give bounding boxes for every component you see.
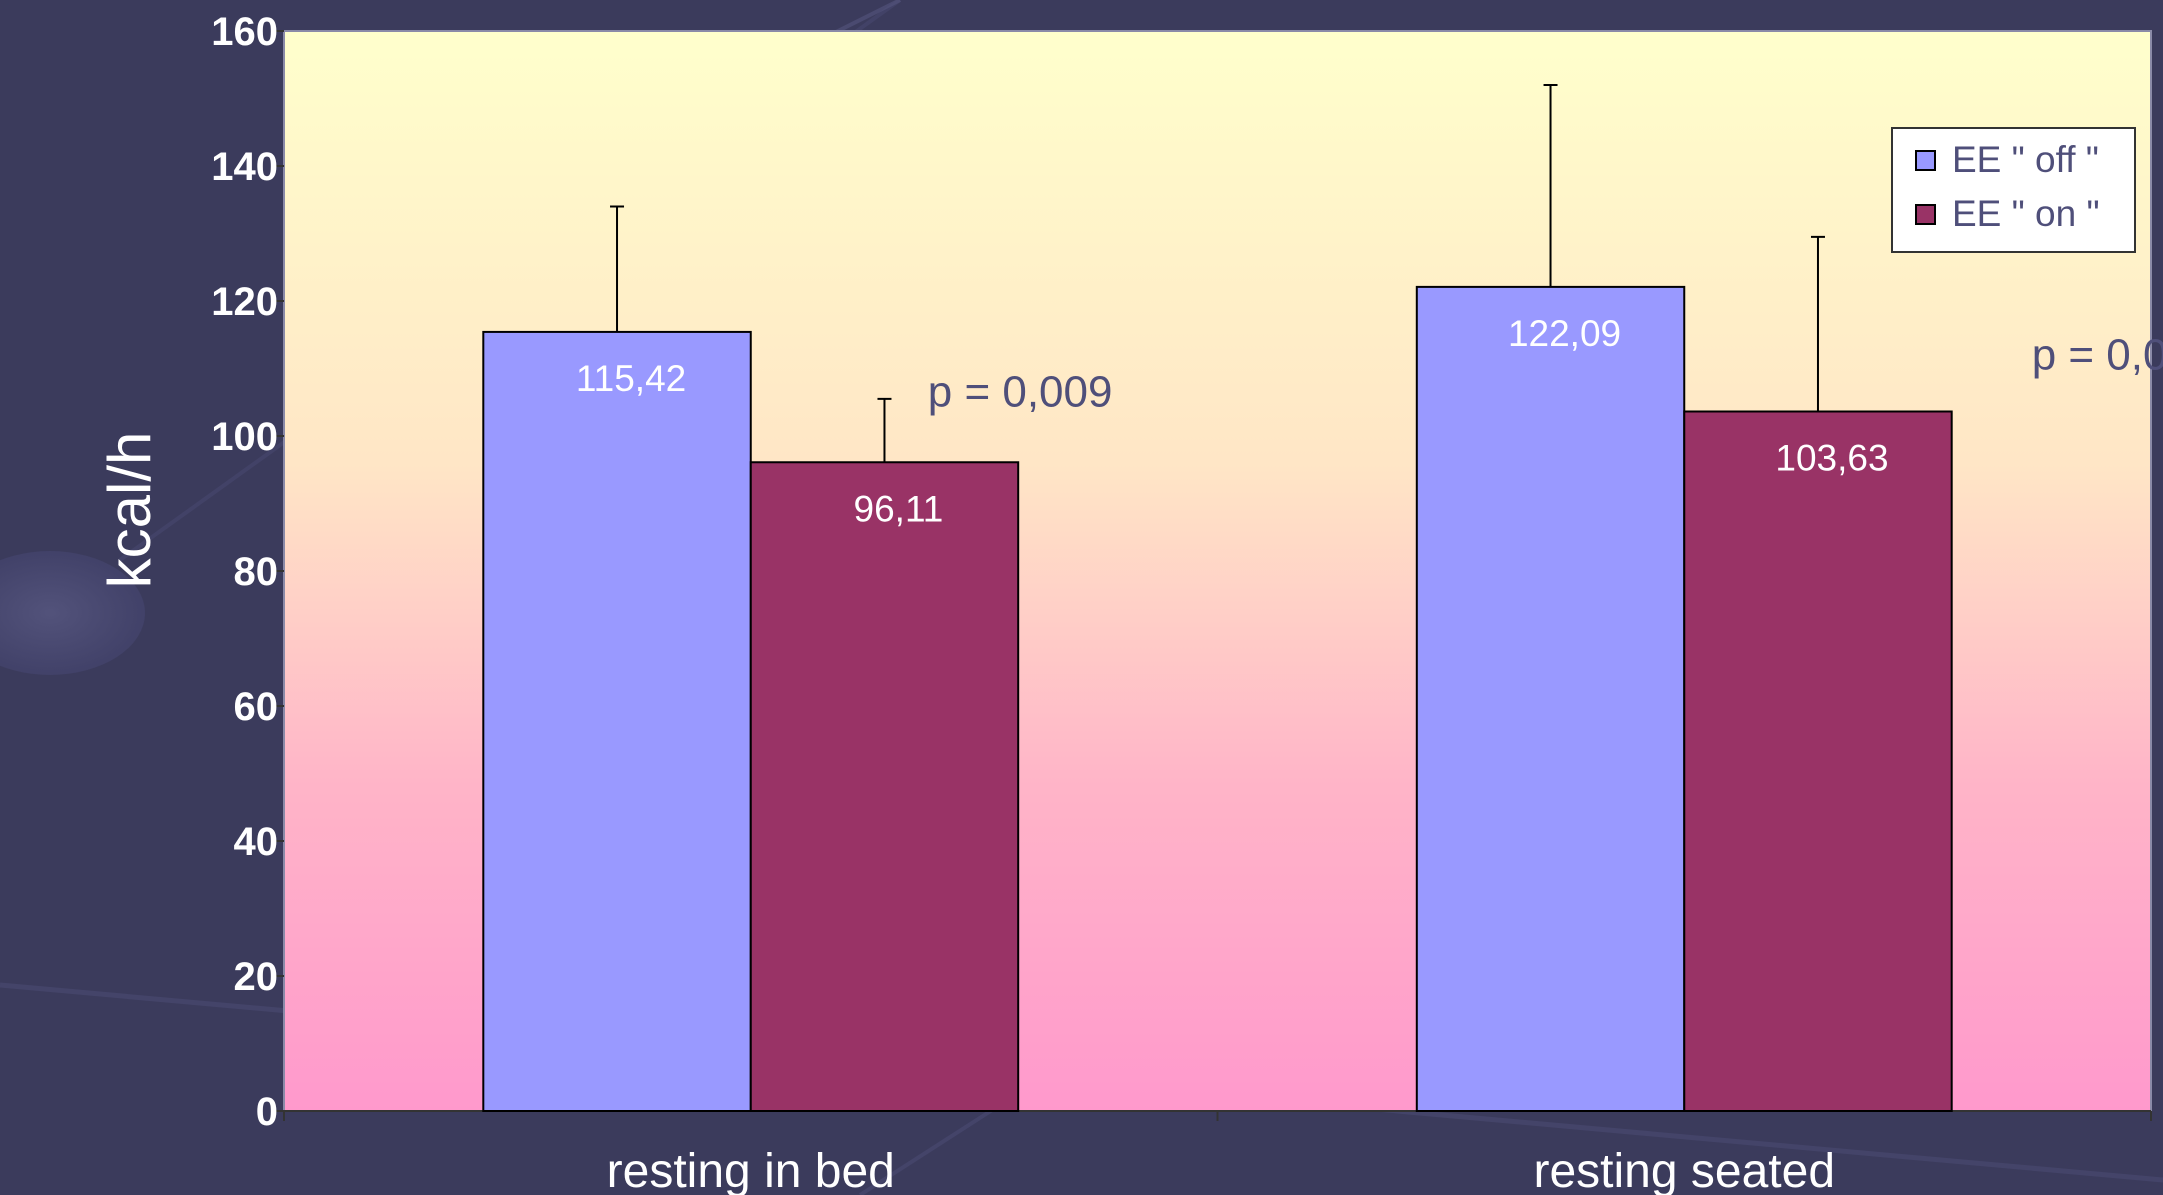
x-tick-label: resting in bed: [607, 1145, 895, 1195]
bars: 115,42 96,11 122,09 103,63: [482, 84, 1953, 1113]
y-tick-label: 20: [234, 955, 279, 999]
bar: [749, 461, 1020, 1112]
legend: EE " off " EE " on ": [1891, 127, 2136, 253]
bar-value-label: 103,63: [1775, 437, 1888, 478]
legend-swatch-on: [1915, 204, 1936, 225]
bar-value-label: 96,11: [854, 488, 944, 529]
y-tick-label: 140: [211, 145, 278, 189]
bar-value-label: 115,42: [576, 358, 686, 399]
annotations: p = 0,009 p = 0,0023: [928, 330, 2163, 416]
p-value-annotation: p = 0,009: [928, 367, 1113, 416]
y-tick-label: 160: [211, 10, 278, 54]
bar-value-label: 122,09: [1508, 313, 1621, 354]
x-tick-label: resting seated: [1533, 1145, 1835, 1195]
y-axis-title: kcal/h: [96, 432, 163, 589]
bar: [1415, 285, 1686, 1112]
p-value-annotation: p = 0,0023: [2032, 330, 2163, 379]
y-tick-label: 0: [256, 1090, 278, 1134]
legend-swatch-off: [1915, 150, 1936, 171]
y-axis: 0 20 40 60 80 100 120 140 160: [211, 10, 284, 1134]
y-tick-label: 100: [211, 415, 278, 459]
bar: [1683, 410, 1953, 1112]
y-tick-label: 60: [234, 685, 279, 729]
legend-label-off: EE " off ": [1952, 139, 2099, 180]
x-axis: resting in bed resting seated: [283, 1110, 2152, 1195]
y-tick-label: 120: [211, 280, 278, 324]
legend-box: [1891, 127, 2136, 253]
y-tick-label: 80: [234, 550, 279, 594]
legend-label-on: EE " on ": [1952, 193, 2100, 234]
bar: [482, 330, 752, 1113]
y-tick-label: 40: [234, 820, 279, 864]
